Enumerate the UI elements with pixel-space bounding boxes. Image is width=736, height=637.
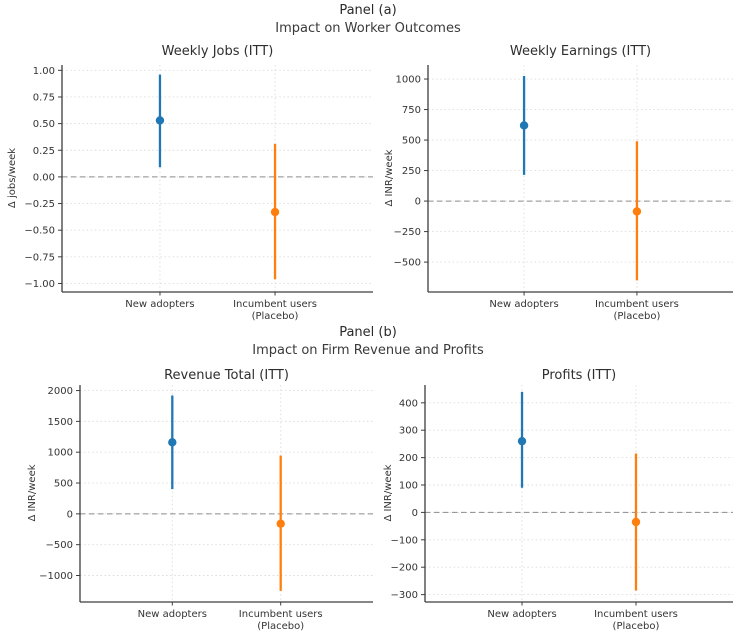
chart-title-revenue-total: Revenue Total (ITT) — [164, 368, 289, 383]
y-tick-label: 0.00 — [33, 172, 55, 183]
y-tick-label: 0.75 — [33, 92, 55, 103]
subplot-revenue-total: Revenue Total (ITT) Δ INR/week 2000 1500 1… — [0, 355, 378, 637]
panel-b-header: Panel (b) Impact on Firm Revenue and Pro… — [0, 322, 736, 358]
y-tick-label: −300 — [391, 590, 418, 601]
y-tick-label: −0.25 — [24, 199, 55, 210]
subplot-weekly-jobs: Weekly Jobs (ITT) Δ jobs/week 1.00 0.75 0.… — [0, 40, 378, 336]
y-tick-label: 0 — [67, 509, 73, 520]
y-tick-label: 0.50 — [33, 119, 55, 130]
panel-a-label: Panel (a) — [339, 3, 397, 18]
estimate-marker — [276, 519, 285, 528]
y-tick-label: −500 — [46, 540, 73, 551]
panel-b-label: Panel (b) — [339, 325, 397, 340]
y-tick-label: −500 — [394, 258, 421, 269]
estimate-marker — [270, 207, 280, 217]
estimate-marker — [519, 121, 529, 130]
x-tick-label: New adopters — [138, 609, 207, 620]
y-tick-label: −0.75 — [24, 252, 55, 263]
y-tick-label: −0.50 — [24, 226, 55, 237]
y-tick-label: 2000 — [48, 386, 73, 397]
panel-b-subtitle: Impact on Firm Revenue and Profits — [252, 343, 484, 358]
y-tick-label: 250 — [402, 166, 421, 177]
y-tick-label: 0.25 — [33, 146, 55, 157]
estimate-marker — [155, 116, 165, 125]
estimate-marker — [632, 207, 642, 216]
x-tick-label: Incumbent users (Placebo) — [595, 299, 679, 322]
y-tick-label: 300 — [399, 426, 418, 437]
y-tick-label: 1500 — [48, 417, 73, 428]
y-tick-label: 500 — [402, 136, 421, 147]
y-tick-label: −100 — [391, 535, 418, 546]
x-tick-label: New adopters — [487, 609, 556, 620]
x-tick-label: New adopters — [489, 299, 558, 310]
chart-title-profits: Profits (ITT) — [541, 368, 617, 383]
plot-area-weekly-earnings: 1000 750 500 250 0 −250 −500 New adopters Incumb… — [394, 65, 733, 322]
y-tick-label: −250 — [394, 227, 421, 238]
chart-title-weekly-jobs: Weekly Jobs (ITT) — [161, 44, 274, 59]
plot-area-revenue-total: 2000 1500 1000 500 0 −500 −1000 New adopters Inc… — [39, 385, 373, 632]
estimate-marker — [631, 517, 641, 527]
plot-area-profits: 400 300 200 100 0 −100 −200 −300 New adopters Inc… — [391, 385, 733, 632]
y-tick-label: 1000 — [396, 75, 421, 86]
y-tick-label: 200 — [399, 453, 418, 464]
y-tick-label: 400 — [399, 398, 418, 409]
y-tick-label: 500 — [54, 479, 73, 490]
y-tick-label: −200 — [391, 563, 418, 574]
y-tick-label: 1000 — [48, 448, 73, 459]
x-tick-label: Incumbent users (Placebo) — [233, 299, 317, 322]
y-tick-label: 1.00 — [33, 66, 55, 77]
x-tick-label: New adopters — [125, 299, 194, 310]
y-tick-label: 100 — [399, 481, 418, 492]
y-tick-label: 0 — [415, 197, 421, 208]
estimate-marker — [517, 436, 527, 446]
x-tick-label: Incumbent users (Placebo) — [594, 609, 678, 632]
y-tick-label: 0 — [412, 508, 418, 519]
x-tick-label: Incumbent users (Placebo) — [239, 609, 323, 632]
y-tick-label: 750 — [402, 105, 421, 116]
subplot-weekly-earnings: Weekly Earnings (ITT) Δ INR/week 1000 750… — [378, 40, 736, 336]
estimate-marker — [168, 438, 177, 447]
y-tick-label: −1.00 — [24, 279, 55, 290]
y-tick-label: −1000 — [39, 571, 73, 582]
panel-a-header: Panel (a) Impact on Worker Outcomes — [0, 0, 736, 36]
subplot-profits: Profits (ITT) Δ INR/week 400 300 200 100 0 −1… — [378, 355, 736, 637]
chart-title-weekly-earnings: Weekly Earnings (ITT) — [509, 44, 652, 59]
plot-area-weekly-jobs: 1.00 0.75 0.50 0.25 0.00 −0.25 −0.50 −0.75 −1.00… — [24, 65, 373, 322]
panel-a-subtitle: Impact on Worker Outcomes — [275, 21, 461, 36]
